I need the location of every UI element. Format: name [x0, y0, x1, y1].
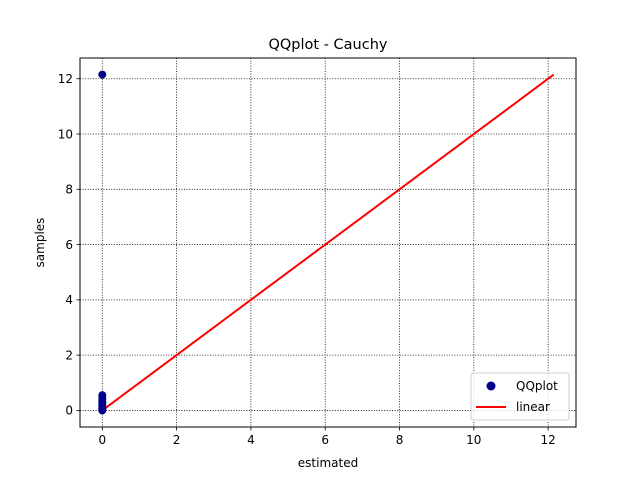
x-tick-label: 2: [173, 433, 181, 447]
x-axis-label: estimated: [298, 456, 358, 470]
series-line-linear: [101, 73, 555, 412]
y-tick-label: 12: [58, 72, 73, 86]
legend-label-linear: linear: [516, 400, 550, 414]
legend-marker-qqplot: [486, 381, 496, 391]
y-tick-label: 4: [65, 293, 73, 307]
x-tick-label: 0: [98, 433, 106, 447]
y-tick-label: 10: [58, 127, 73, 141]
grid-lines: [80, 58, 576, 427]
chart-title: QQplot - Cauchy: [268, 37, 387, 53]
y-tick-label: 0: [65, 404, 73, 418]
y-tick-label: 2: [65, 348, 73, 362]
legend-box: [470, 372, 570, 421]
y-tick-label: 6: [65, 238, 73, 252]
plot-area-frame: [79, 57, 577, 428]
y-axis-ticks: 0 2 4 6 8 10 12: [58, 72, 80, 418]
x-tick-label: 12: [540, 433, 555, 447]
x-tick-label: 6: [321, 433, 329, 447]
data-point: [98, 70, 107, 79]
y-axis-label: samples: [33, 218, 47, 268]
x-axis-ticks: 0 2 4 6 8 10 12: [98, 427, 556, 447]
plot-series: [98, 70, 555, 415]
x-tick-label: 8: [396, 433, 404, 447]
y-tick-label: 8: [65, 183, 73, 197]
legend-label-qqplot: QQplot: [516, 379, 558, 393]
data-point: [98, 406, 107, 415]
x-tick-label: 10: [466, 433, 481, 447]
x-tick-label: 4: [247, 433, 255, 447]
legend: QQplot linear: [470, 372, 570, 421]
